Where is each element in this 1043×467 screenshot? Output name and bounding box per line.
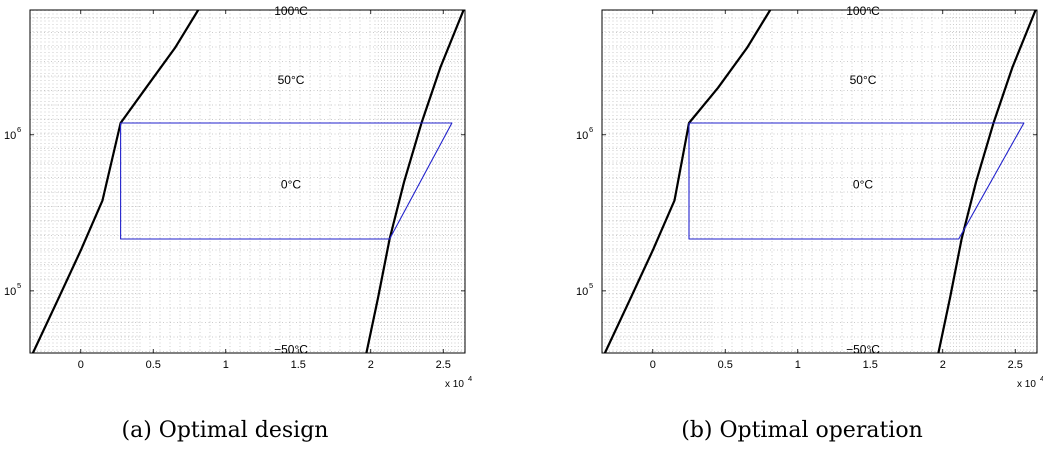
caption-a: (a) Optimal design: [121, 418, 329, 443]
x-tick-label: 1: [795, 359, 801, 371]
x-exponent-power: 4: [1040, 374, 1043, 383]
plot-frame: [601, 9, 1038, 354]
x-tick-label: 0.5: [146, 359, 161, 371]
x-tick-label: 1: [223, 359, 229, 371]
caption-b: (b) Optimal operation: [681, 418, 923, 443]
x-tick-label: 0.5: [718, 359, 733, 371]
x-exponent-label: x 10: [1017, 379, 1036, 390]
y-tick-label: 10: [4, 130, 16, 142]
chart-panel-a: 100°C 50°C 0°C −50°C 0 0.5 1 1.5 2 2.5 x 10 4 10 5 10 6…: [0, 0, 480, 467]
x-tick-label: 1.5: [863, 359, 878, 371]
isotherm-label: 50°C: [278, 73, 305, 87]
y-tick-label: 10: [576, 286, 588, 298]
isotherm-label: 0°C: [281, 178, 301, 192]
saturated-vapor-line: [937, 10, 1037, 353]
x-exponent-label: x 10: [445, 379, 464, 390]
x-tick-label: 2: [940, 359, 946, 371]
isotherm-label: −50°C: [846, 343, 880, 357]
isotherm-label: 100°C: [846, 4, 880, 18]
x-tick-label: 2: [368, 359, 374, 371]
isotherm-label: 50°C: [850, 73, 877, 87]
y-tick-label: 10: [4, 286, 16, 298]
y-tick-exponent: 6: [589, 125, 593, 134]
x-tick-label: 2.5: [1008, 359, 1023, 371]
y-tick-exponent: 5: [589, 281, 593, 290]
isotherm-label: −50°C: [274, 343, 308, 357]
plot-area: [30, 10, 465, 353]
plot-area: [602, 10, 1037, 353]
y-tick-label: 10: [576, 130, 588, 142]
x-exponent-power: 4: [468, 374, 472, 383]
refrigeration-cycle: [688, 122, 1025, 240]
y-tick-exponent: 6: [17, 125, 21, 134]
saturated-vapor-line: [365, 10, 465, 353]
chart-panel-b: 100°C 50°C 0°C −50°C 0 0.5 1 1.5 2 2.5 x 10 4 10 5 10 6…: [572, 0, 1043, 467]
saturated-liquid-line: [603, 10, 772, 353]
x-tick-label: 0: [78, 359, 84, 371]
saturated-liquid-line: [31, 10, 200, 353]
x-tick-label: 2.5: [436, 359, 451, 371]
y-tick-exponent: 5: [17, 281, 21, 290]
plot-frame: [29, 9, 466, 354]
x-tick-label: 0: [650, 359, 656, 371]
isotherm-label: 100°C: [274, 4, 308, 18]
refrigeration-cycle: [120, 122, 453, 240]
isotherm-label: 0°C: [853, 178, 873, 192]
x-tick-label: 1.5: [291, 359, 306, 371]
